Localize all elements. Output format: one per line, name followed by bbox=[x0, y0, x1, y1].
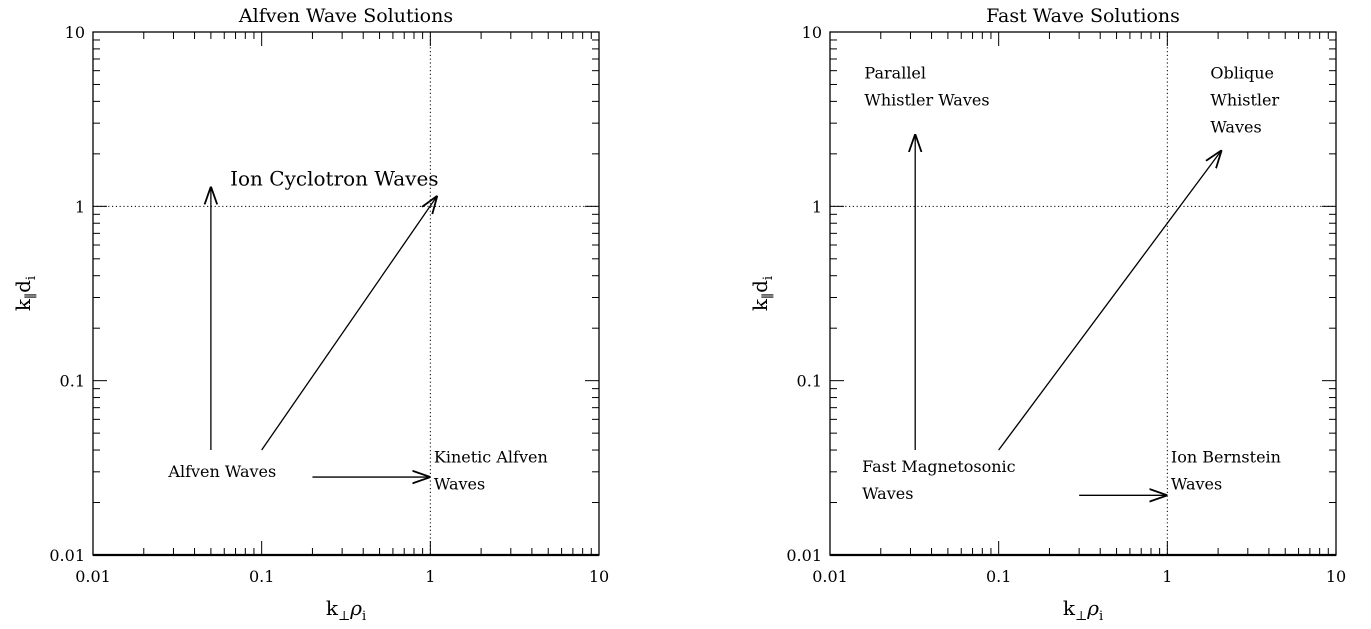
annotation-label: Ion Cyclotron Waves bbox=[230, 166, 438, 190]
y-tick-label: 0.1 bbox=[60, 372, 85, 391]
plot-frame bbox=[829, 31, 1337, 556]
chart-panel-1: 0.01 0.1 1 10 0.01 0.1 1 10 Alfven Wave Solution… bbox=[11, 5, 609, 624]
y-axis-label-d: d bbox=[11, 280, 35, 293]
y-axis-label-sub: i bbox=[24, 276, 39, 280]
chart-title: Alfven Wave Solutions bbox=[238, 5, 453, 27]
annotation-label: Kinetic Alfven bbox=[434, 447, 548, 466]
x-tick-label: 10 bbox=[1326, 567, 1346, 586]
y-axis-label: k∥di bbox=[11, 276, 39, 311]
y-tick-label: 10 bbox=[802, 23, 822, 42]
y-axis-label-sub: ∥ bbox=[761, 293, 776, 299]
x-tick-label: 10 bbox=[589, 567, 609, 586]
x-tick-label: 1 bbox=[425, 567, 435, 586]
x-axis-label-k: k bbox=[1063, 596, 1076, 620]
annotation-label: Alfven Waves bbox=[167, 462, 276, 481]
y-axis-label-d: d bbox=[748, 280, 772, 293]
x-axis-label-k: k bbox=[326, 596, 339, 620]
x-tick-label: 1 bbox=[1162, 567, 1172, 586]
y-axis-label-sub: i bbox=[761, 276, 776, 280]
y-tick-label: 10 bbox=[65, 23, 85, 42]
x-tick-label: 0.1 bbox=[249, 567, 274, 586]
x-axis-label-sub: ⊥ bbox=[338, 609, 350, 624]
x-tick-label: 0.01 bbox=[812, 567, 848, 586]
annotation-label: Waves bbox=[434, 474, 485, 493]
x-axis-label-sub: i bbox=[362, 609, 366, 624]
x-axis-label-rho: ρ bbox=[1086, 596, 1099, 620]
x-tick-label: 0.1 bbox=[986, 567, 1011, 586]
annotation-label: Oblique bbox=[1210, 64, 1274, 83]
annotation-label: Fast Magnetosonic bbox=[862, 457, 1016, 476]
y-tick-label: 1 bbox=[75, 197, 85, 216]
y-tick-label: 1 bbox=[812, 197, 822, 216]
x-axis-label: k⊥ρi bbox=[326, 596, 366, 624]
x-axis-label-rho: ρ bbox=[349, 596, 362, 620]
y-axis-label-k: k bbox=[11, 298, 35, 311]
y-tick-label: 0.01 bbox=[786, 546, 822, 565]
annotation-label: Waves bbox=[1171, 474, 1222, 493]
annotation-label: Ion Bernstein bbox=[1171, 447, 1281, 466]
x-axis-label: k⊥ρi bbox=[1063, 596, 1103, 624]
x-tick-label: 0.01 bbox=[75, 567, 111, 586]
arrow bbox=[261, 196, 438, 451]
annotation-label: Waves bbox=[862, 484, 913, 503]
annotation-label: Parallel bbox=[864, 64, 926, 83]
annotation-label: Whistler Waves bbox=[864, 91, 989, 110]
annotation-label: Waves bbox=[1210, 118, 1261, 137]
x-axis-label-sub: ⊥ bbox=[1075, 609, 1087, 624]
chart-title: Fast Wave Solutions bbox=[986, 5, 1180, 27]
y-tick-label: 0.01 bbox=[49, 546, 85, 565]
chart-panel-2: 0.01 0.1 1 10 0.01 0.1 1 10 Fast Wave Solutions k… bbox=[748, 5, 1346, 624]
x-axis-label-sub: i bbox=[1099, 609, 1103, 624]
y-tick-label: 0.1 bbox=[797, 372, 822, 391]
y-axis-label-sub: ∥ bbox=[24, 293, 39, 299]
y-axis-label-k: k bbox=[748, 298, 772, 311]
arrow bbox=[998, 150, 1222, 451]
annotation-label: Whistler bbox=[1210, 91, 1279, 110]
y-axis-label: k∥di bbox=[748, 276, 776, 311]
